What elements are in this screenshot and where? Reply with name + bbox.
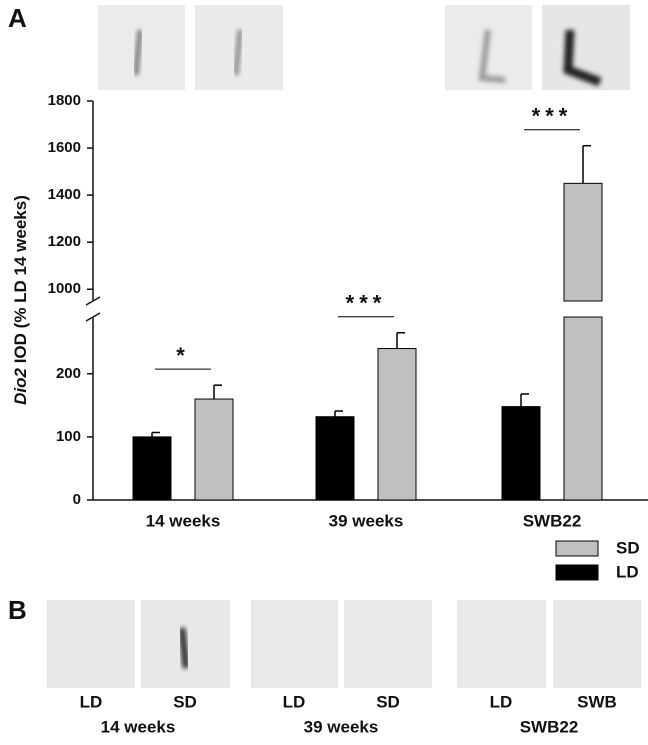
x-tick-label: SWB22 [523, 511, 582, 530]
image-label: SD [376, 692, 400, 711]
significance-label: *** [532, 104, 573, 129]
image-label: SWB [577, 692, 617, 711]
panel-label: B [8, 595, 27, 625]
y-tick-label: 0 [73, 491, 81, 508]
bar [194, 398, 234, 501]
y-tick-label: 1600 [48, 139, 81, 156]
image-label: SD [173, 692, 197, 711]
group-label: 14 weeks [101, 717, 176, 736]
group-label: SWB22 [520, 717, 579, 736]
bar [377, 348, 417, 501]
panel-label: A [8, 3, 27, 33]
image-label: LD [283, 692, 306, 711]
y-tick-label: 1200 [48, 233, 81, 250]
thumbnails-a [98, 5, 630, 90]
x-tick-label: 39 weeks [329, 511, 404, 530]
bar [501, 406, 541, 501]
legend-swatch [555, 564, 599, 581]
y-label-gene: Dio2 [11, 367, 30, 404]
legend-label: SD [616, 538, 640, 557]
y-axis-label: Dio2 IOD (% LD 14 weeks) [11, 195, 30, 405]
group-label: 39 weeks [304, 717, 379, 736]
x-tick-label: 14 weeks [146, 511, 221, 530]
y-tick-label: 100 [56, 428, 81, 445]
thumbnails-b [47, 600, 641, 688]
y-tick-label: 200 [56, 365, 81, 382]
y-tick-label: 1800 [48, 92, 81, 109]
image-label: LD [490, 692, 513, 711]
y-tick-label: 1400 [48, 186, 81, 203]
bar [563, 316, 603, 501]
significance-label: *** [346, 291, 387, 316]
bar [563, 182, 603, 302]
bar [315, 416, 355, 501]
bar [132, 436, 172, 501]
y-label-text: IOD (% LD 14 weeks) [11, 195, 30, 368]
image-label: LD [80, 692, 103, 711]
significance-label: * [176, 343, 190, 368]
legend-swatch [555, 540, 599, 557]
y-tick-label: 1000 [48, 280, 81, 297]
legend-label: LD [616, 562, 639, 581]
